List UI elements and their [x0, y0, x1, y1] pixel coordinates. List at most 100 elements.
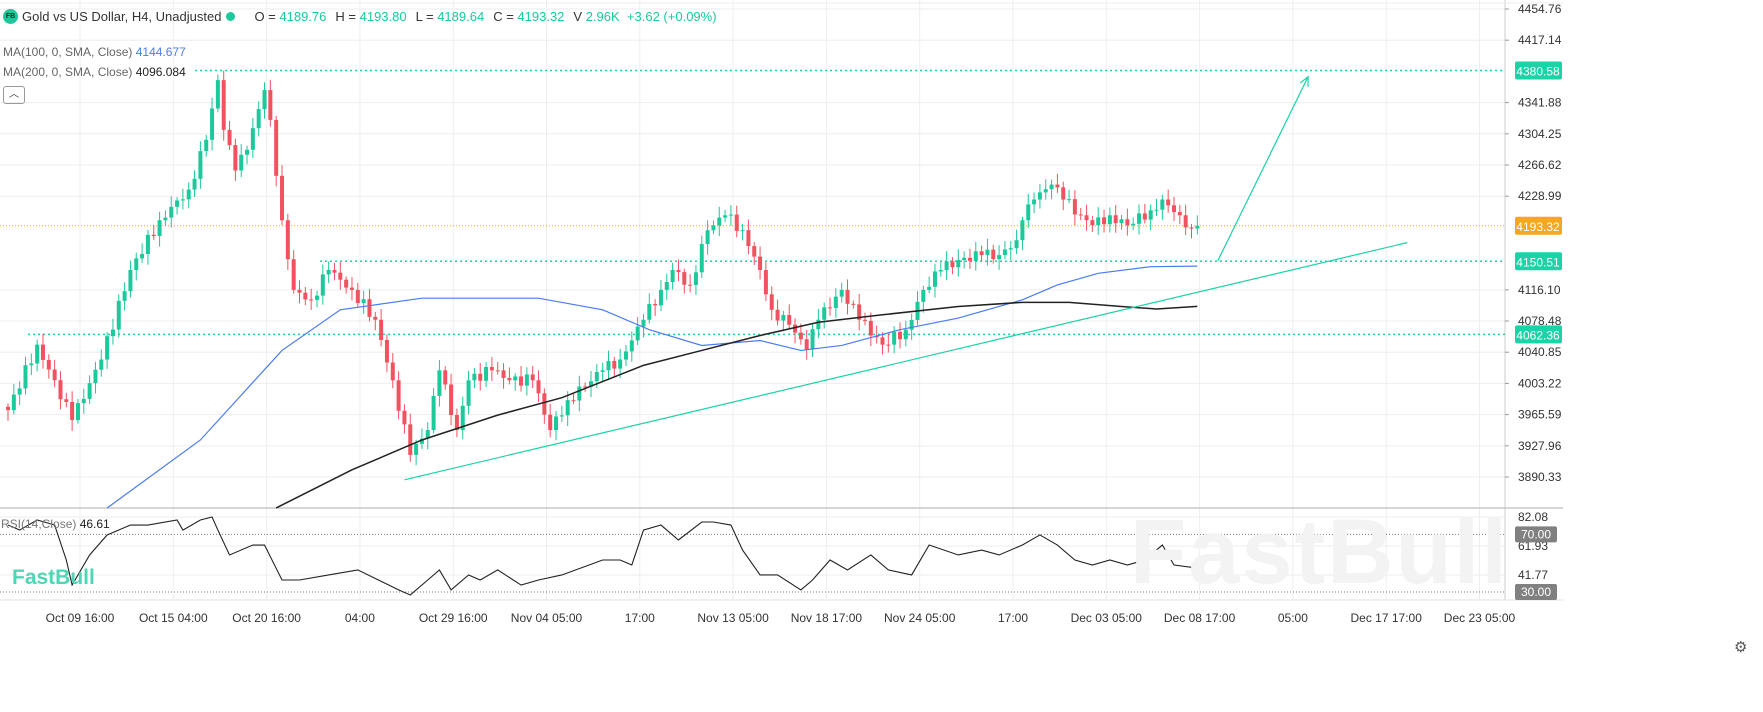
x-tick-label: Dec 23 05:00: [1444, 611, 1516, 625]
settings-gear-icon[interactable]: ⚙: [1734, 639, 1748, 656]
candle-body: [1137, 213, 1142, 224]
candle-body: [169, 206, 174, 218]
chevron-up-icon[interactable]: ︿: [3, 86, 25, 104]
candle-body: [291, 259, 296, 290]
candle-body: [180, 199, 185, 201]
candle-body: [105, 336, 110, 360]
rsi-level-label: 70.00: [1521, 527, 1551, 541]
candle-body: [221, 80, 226, 130]
candle-body: [589, 381, 593, 387]
candle-body: [210, 108, 215, 140]
candle-body: [863, 319, 868, 321]
candle-body: [1148, 210, 1153, 220]
candle-body: [419, 438, 424, 444]
x-tick-label: Oct 20 16:00: [232, 611, 301, 625]
candle-body: [1032, 199, 1037, 205]
candle-body: [944, 261, 949, 270]
candle-body: [781, 315, 786, 321]
level-price-badge: [1515, 325, 1562, 344]
x-tick-label: 17:00: [998, 611, 1028, 625]
close-label: C =: [493, 9, 514, 24]
level-price-label: 4150.51: [1516, 255, 1560, 269]
candle-body: [1008, 248, 1013, 250]
candle-body: [81, 398, 86, 404]
level-price-badge: [1515, 252, 1562, 271]
ma200-legend[interactable]: MA(200, 0, SMA, Close) 4096.084: [3, 65, 186, 79]
candle-body: [70, 401, 75, 421]
candle-body: [338, 272, 343, 280]
rsi-legend[interactable]: RSI(14,Close) 46.61: [1, 517, 110, 531]
candle-body: [303, 292, 308, 300]
candle-body: [1055, 184, 1060, 188]
x-tick-label: 04:00: [345, 611, 375, 625]
price-tick-label: 4228.99: [1518, 189, 1562, 203]
candle-body: [280, 175, 285, 221]
candle-body: [215, 80, 220, 109]
candle-body: [460, 405, 465, 431]
candle-body: [396, 380, 401, 411]
arrow-head-icon: [1299, 75, 1309, 87]
candle-body: [822, 307, 827, 320]
support-trendline: [404, 242, 1408, 481]
candle-body: [1177, 212, 1182, 216]
candle-body: [361, 299, 366, 304]
candle-body: [985, 249, 990, 256]
ma200-line: [275, 301, 1198, 509]
candle-body: [927, 286, 932, 290]
ma100-value: 4144.677: [135, 45, 186, 59]
candle-body: [1026, 204, 1031, 221]
candle-body: [1189, 227, 1194, 229]
candle-body: [653, 304, 658, 306]
candle-body: [134, 258, 139, 270]
market-status-dot: [226, 12, 236, 21]
price-tick-label: 4003.22: [1518, 376, 1562, 390]
candle-body: [367, 299, 372, 317]
candle-body: [775, 309, 780, 321]
candle-body: [233, 145, 238, 171]
candle-body: [536, 380, 541, 394]
ma200-value: 4096.084: [135, 65, 186, 79]
candle-body: [647, 304, 652, 320]
candle-body: [612, 360, 617, 369]
high-value: 4193.80: [359, 9, 407, 24]
candle-body: [245, 149, 250, 155]
candle-body: [1084, 215, 1089, 221]
x-tick-label: Oct 29 16:00: [419, 611, 488, 625]
candle-body: [1113, 215, 1118, 224]
candle-body: [793, 324, 798, 333]
candle-body: [1125, 219, 1130, 226]
candle-body: [390, 362, 395, 381]
candle-body: [973, 251, 978, 261]
rsi-level-badge: [1515, 526, 1557, 543]
candle-body: [1154, 209, 1159, 211]
ma200-label: MA(200, 0, SMA, Close): [3, 65, 133, 79]
price-tick-label: 4116.10: [1518, 283, 1561, 297]
watermark: FastBull: [1130, 501, 1509, 603]
candle-body: [705, 230, 710, 245]
candle-body: [921, 289, 926, 302]
candle-body: [1072, 199, 1077, 215]
candle-body: [58, 380, 63, 400]
rsi-level-label: 30.00: [1521, 585, 1551, 599]
candle-body: [29, 363, 34, 366]
candle-body: [583, 386, 588, 388]
candle-body: [804, 339, 809, 350]
candle-body: [956, 260, 961, 268]
candle-body: [1195, 225, 1200, 229]
candle-body: [1043, 189, 1048, 193]
symbol-title[interactable]: Gold vs US Dollar, H4, Unadjusted: [22, 9, 222, 24]
candle-body: [1020, 220, 1025, 241]
candle-body: [909, 320, 914, 330]
price-tick-label: 3927.96: [1518, 439, 1562, 453]
low-label: L =: [415, 9, 434, 24]
candle-body: [472, 373, 477, 381]
candle-body: [484, 367, 489, 381]
candle-body: [1166, 199, 1171, 206]
candle-body: [87, 383, 92, 399]
price-tick-label: 4266.62: [1518, 158, 1562, 172]
candle-body: [828, 307, 833, 309]
ma100-legend[interactable]: MA(100, 0, SMA, Close) 4144.677: [3, 45, 186, 59]
candle-body: [6, 406, 10, 411]
candle-body: [693, 272, 698, 285]
